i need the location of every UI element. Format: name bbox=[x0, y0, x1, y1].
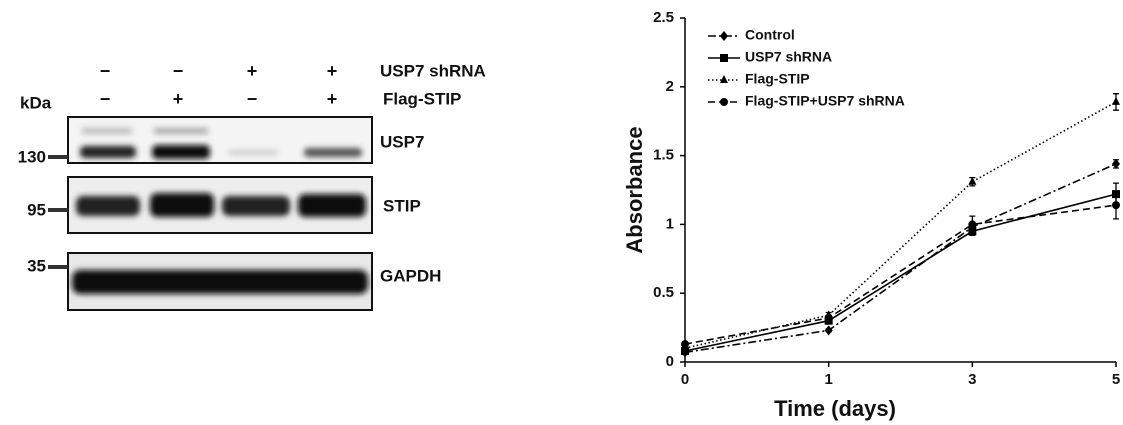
x-tick-label: 1 bbox=[824, 371, 832, 388]
point bbox=[824, 325, 833, 336]
y-tick-label: 0.5 bbox=[653, 284, 674, 301]
line bbox=[684, 193, 1117, 352]
condition-label: Flag-STIP bbox=[383, 89, 461, 108]
y-tick-label: 2 bbox=[666, 78, 674, 95]
marker-label: 130 bbox=[18, 147, 46, 166]
point bbox=[968, 220, 977, 229]
sign: − bbox=[100, 61, 111, 81]
point bbox=[1112, 158, 1120, 169]
marker-label: 35 bbox=[27, 256, 46, 275]
sign: − bbox=[173, 61, 184, 81]
x-tick-label: 3 bbox=[968, 371, 976, 388]
legend-label: Control bbox=[745, 27, 795, 43]
sign: + bbox=[247, 61, 258, 81]
line bbox=[684, 204, 1117, 345]
band-label: GAPDH bbox=[380, 266, 441, 285]
legend-marker bbox=[720, 75, 728, 83]
point bbox=[968, 176, 977, 185]
x-axis-label: Time (days) bbox=[774, 396, 896, 421]
y-tick-label: 0 bbox=[666, 353, 674, 370]
y-tick-label: 1 bbox=[666, 215, 674, 232]
point bbox=[824, 313, 833, 322]
band-label: STIP bbox=[383, 196, 421, 215]
legend-label: USP7 shRNA bbox=[745, 49, 832, 65]
band-label: USP7 bbox=[380, 132, 424, 151]
line bbox=[684, 163, 1117, 354]
sign: − bbox=[247, 89, 258, 109]
marker-label: 95 bbox=[27, 200, 46, 219]
legend-label: Flag-STIP+USP7 shRNA bbox=[745, 93, 905, 109]
marker-tick bbox=[48, 155, 68, 159]
kda-label: kDa bbox=[20, 93, 52, 112]
legend-label: Flag-STIP bbox=[745, 71, 810, 87]
sign: − bbox=[100, 89, 111, 109]
x-tick-label: 0 bbox=[681, 371, 689, 388]
point bbox=[1112, 201, 1120, 210]
legend-marker bbox=[720, 31, 728, 41]
point bbox=[681, 340, 689, 349]
legend-marker bbox=[720, 98, 728, 106]
sign: + bbox=[327, 89, 338, 109]
western-blot: kDa USP7 shRNA Flag-STIP USP7 STIP GAPDH… bbox=[18, 61, 486, 311]
x-tick-label: 5 bbox=[1112, 371, 1120, 388]
sign: + bbox=[327, 61, 338, 81]
line-chart: Time (days) Absorbance 0 0.5 1 1.5 2 2.5 0 1 3 5 C… bbox=[622, 9, 1120, 421]
y-axis-label: Absorbance bbox=[622, 126, 647, 253]
condition-label: USP7 shRNA bbox=[380, 61, 486, 80]
legend-marker bbox=[720, 54, 728, 62]
y-tick-label: 1.5 bbox=[653, 147, 674, 164]
sign: + bbox=[173, 89, 184, 109]
y-tick-label: 2.5 bbox=[653, 9, 674, 26]
marker-tick bbox=[48, 208, 68, 212]
line bbox=[684, 101, 1117, 350]
marker-tick bbox=[48, 265, 68, 269]
point bbox=[1112, 96, 1120, 105]
bands bbox=[72, 128, 368, 294]
